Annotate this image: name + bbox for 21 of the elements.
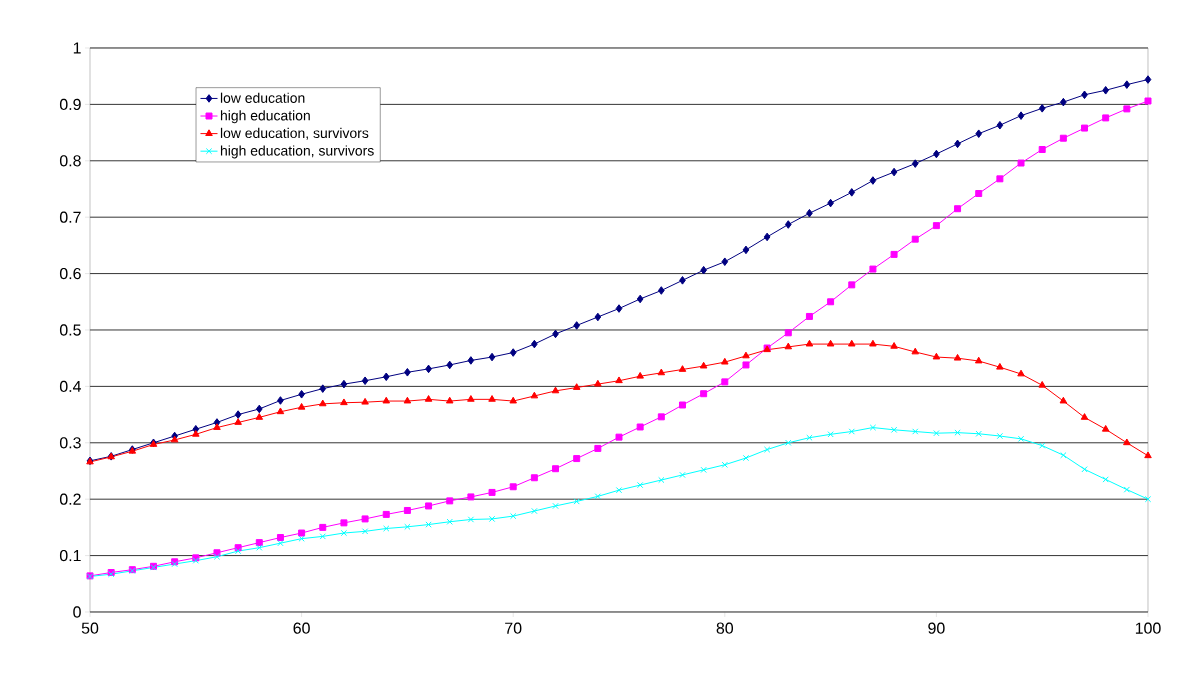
y-tick-label: 0 — [73, 606, 81, 618]
y-tick-label: 1 — [73, 42, 81, 54]
y-tick-label: 0.5 — [59, 324, 81, 336]
y-tick-label: 0.2 — [59, 493, 81, 505]
y-tick-label: 0.8 — [59, 155, 81, 167]
x-tick-label: 60 — [293, 622, 310, 634]
y-tick-label: 0.9 — [59, 98, 81, 111]
y-tick-label: 0.4 — [59, 380, 82, 393]
legend-label: low education, survivors — [220, 127, 369, 140]
x-tick-label: 80 — [716, 622, 734, 634]
x-tick-label: 50 — [81, 622, 99, 634]
legend-label: high education, survivors — [220, 145, 374, 159]
y-tick-label: 0.3 — [59, 437, 81, 449]
legend-label: low education — [220, 92, 305, 103]
legend-label: high education — [220, 110, 310, 124]
y-tick-label: 0.7 — [59, 211, 81, 223]
y-tick-label: 0.6 — [59, 267, 81, 280]
x-tick-label: 100 — [1135, 622, 1161, 634]
x-tick-label: 70 — [505, 622, 522, 634]
x-tick-label: 90 — [928, 622, 945, 634]
y-tick-label: 0.1 — [59, 549, 81, 562]
